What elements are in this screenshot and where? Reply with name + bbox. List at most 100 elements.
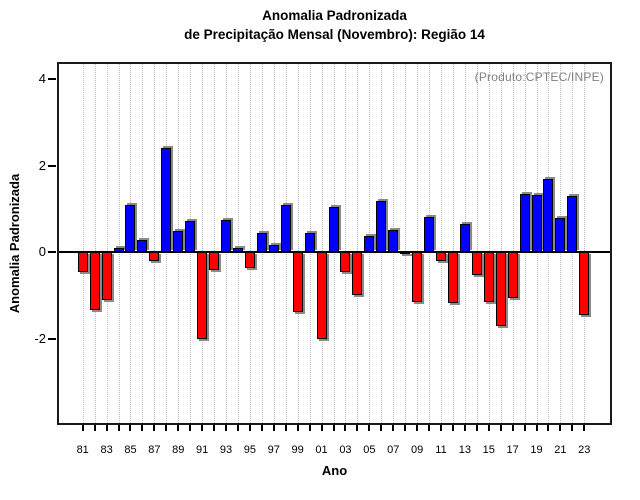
x-tick-label: 91 [196, 444, 209, 456]
gridline [452, 62, 454, 425]
bar-93 [221, 219, 231, 253]
x-tick [547, 425, 550, 431]
x-tick [308, 425, 311, 431]
x-tick [284, 425, 287, 431]
bar-98 [280, 204, 291, 253]
bar-18 [519, 193, 530, 253]
bar-89 [173, 230, 184, 253]
bar-04 [352, 252, 363, 296]
gridline [512, 62, 514, 425]
x-tick-label: 15 [482, 444, 495, 456]
x-tick [153, 425, 156, 431]
bar-22 [567, 195, 578, 253]
x-tick [213, 425, 216, 431]
y-tick [48, 251, 56, 254]
x-tick [356, 425, 359, 431]
bar-01 [316, 252, 327, 339]
chart-title-line1: Anomalia Padronizada [262, 8, 407, 23]
x-tick [439, 425, 442, 431]
x-tick [296, 425, 299, 431]
x-tick [93, 425, 96, 431]
x-tick [392, 425, 395, 431]
chart-title: Anomalia Padronizada de Precipitação Men… [57, 6, 612, 44]
bar-09 [412, 252, 423, 302]
x-tick-label: 85 [124, 444, 137, 456]
x-tick [344, 425, 347, 431]
x-tick [451, 425, 454, 431]
bar-87 [149, 252, 160, 261]
bar-86 [137, 240, 148, 253]
x-tick-label: 93 [219, 444, 233, 456]
x-tick [404, 425, 407, 431]
gridline [237, 62, 239, 425]
bar-94 [232, 247, 243, 253]
bar-85 [125, 204, 136, 253]
x-tick [81, 425, 84, 431]
x-tick-label: 87 [148, 444, 161, 456]
bar-95 [244, 252, 255, 268]
x-tick [320, 425, 323, 431]
x-tick-label: 13 [458, 444, 471, 456]
y-tick-label: 2 [38, 157, 46, 173]
gridline [94, 62, 96, 425]
x-tick-label: 09 [410, 444, 424, 456]
x-tick [535, 425, 538, 431]
bar-10 [424, 216, 435, 253]
gridline [321, 62, 323, 425]
gridline [488, 62, 490, 425]
bar-81 [77, 252, 88, 272]
x-tick [248, 425, 251, 431]
x-tick-label: 95 [243, 444, 257, 456]
bar-07 [388, 229, 399, 253]
bar-99 [292, 252, 303, 312]
bar-15 [483, 252, 494, 302]
bar-16 [495, 252, 506, 326]
x-tick [201, 425, 204, 431]
bar-21 [555, 217, 566, 253]
x-tick-label: 03 [339, 444, 352, 456]
x-tick-label: 89 [172, 444, 185, 456]
y-axis-label: Anomalia Padronizada [7, 173, 23, 314]
y-tick [48, 164, 56, 167]
x-tick [272, 425, 275, 431]
gridline [405, 62, 407, 425]
bar-97 [268, 244, 279, 253]
x-tick [583, 425, 586, 431]
y-tick-label: 0 [38, 244, 46, 260]
x-tick-label: 81 [76, 444, 89, 456]
x-tick [105, 425, 108, 431]
gridline [249, 62, 251, 425]
x-tick [416, 425, 419, 431]
x-tick [475, 425, 478, 431]
bar-82 [89, 252, 100, 311]
bar-12 [447, 252, 458, 304]
gridline [417, 62, 419, 425]
x-tick [487, 425, 490, 431]
x-tick [428, 425, 431, 431]
y-tick-label: -2 [34, 330, 46, 346]
bar-13 [459, 224, 470, 253]
x-tick-label: 11 [435, 444, 447, 456]
x-tick [332, 425, 335, 431]
bar-02 [328, 206, 339, 253]
x-tick [189, 425, 192, 431]
x-tick [225, 425, 227, 431]
bar-91 [197, 252, 208, 339]
chart-title-line2: de Precipitação Mensal (Novembro): Regiã… [184, 27, 485, 42]
bar-90 [185, 221, 196, 253]
x-tick [559, 425, 562, 431]
gridline [202, 62, 204, 425]
y-tick [48, 337, 56, 340]
bar-08 [400, 252, 411, 255]
gridline [500, 62, 502, 425]
x-tick-label: 07 [387, 444, 400, 456]
bar-83 [101, 252, 112, 300]
x-tick-label: 19 [530, 444, 543, 456]
gridline [584, 62, 586, 425]
x-axis-label: Ano [321, 463, 348, 478]
x-tick-label: 23 [578, 444, 591, 456]
bar-17 [507, 252, 518, 298]
x-tick [129, 425, 132, 431]
bar-19 [531, 195, 542, 253]
y-tick-label: 4 [38, 71, 46, 87]
